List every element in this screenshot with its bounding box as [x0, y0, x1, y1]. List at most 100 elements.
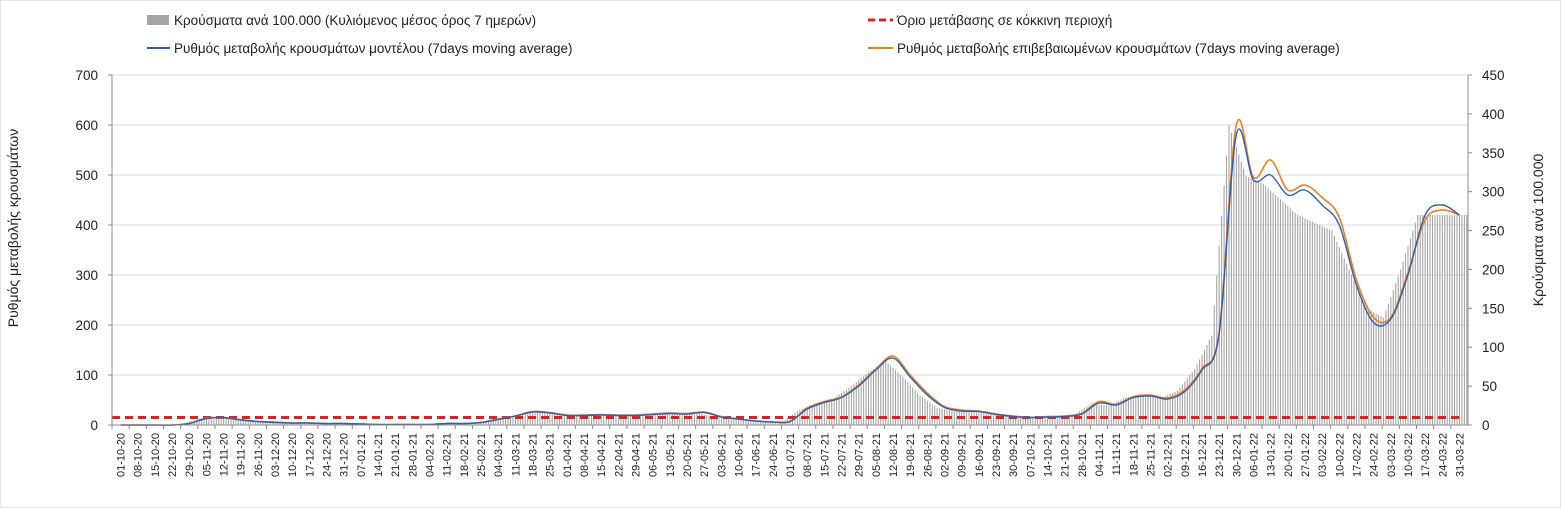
- bar-day-328: [917, 392, 919, 425]
- bar-day-72: [289, 422, 291, 425]
- bar-day-256: [740, 420, 742, 425]
- bar-day-243: [708, 415, 710, 425]
- bar-day-260: [750, 421, 752, 425]
- bar-day-188: [573, 415, 575, 425]
- bar-day-229: [674, 413, 676, 425]
- bar-day-39: [208, 417, 210, 425]
- bar-day-231: [679, 414, 681, 425]
- bar-day-381: [1046, 416, 1049, 425]
- bar-day-83: [316, 423, 318, 425]
- bar-day-224: [662, 413, 664, 425]
- x-tick-32: 13-05-21: [665, 433, 677, 477]
- bar-day-502: [1343, 258, 1345, 425]
- bar-day-47: [227, 418, 230, 425]
- bar-day-239: [698, 413, 700, 425]
- x-tick-18: 04-02-21: [425, 433, 437, 477]
- x-tick-40: 08-07-21: [802, 433, 814, 477]
- bar-day-53: [242, 420, 244, 425]
- bar-day-155: [492, 419, 494, 425]
- bar-day-327: [914, 390, 916, 425]
- bar-day-401: [1096, 404, 1098, 425]
- bar-day-242: [706, 415, 708, 425]
- bar-day-71: [286, 422, 288, 425]
- bar-series: [166, 125, 1468, 426]
- x-tick-27: 08-04-21: [579, 433, 591, 477]
- x-tick-10: 10-12-20: [287, 433, 299, 477]
- bar-day-195: [590, 415, 592, 425]
- bar-day-382: [1049, 416, 1051, 425]
- bar-day-511: [1365, 308, 1367, 425]
- bar-day-407: [1110, 404, 1112, 425]
- bar-day-418: [1137, 395, 1139, 425]
- bar-day-270: [774, 421, 776, 425]
- bar-day-289: [821, 401, 823, 425]
- bar-day-460: [1240, 161, 1242, 426]
- bar-day-311: [875, 367, 877, 425]
- bar-day-268: [769, 421, 771, 425]
- bar-day-405: [1105, 405, 1107, 425]
- bar-day-41: [213, 417, 215, 425]
- bar-day-359: [993, 414, 995, 425]
- x-tick-68: 20-01-22: [1283, 433, 1295, 477]
- bar-day-334: [931, 404, 933, 425]
- bar-day-356: [985, 413, 987, 425]
- bar-day-510: [1363, 302, 1365, 425]
- bar-day-211: [630, 415, 632, 425]
- bar-day-297: [841, 392, 843, 425]
- bar-day-210: [627, 415, 629, 425]
- bar-day-57: [252, 421, 254, 425]
- x-tick-6: 12-11-20: [219, 433, 231, 476]
- x-tick-57: 04-11-21: [1094, 433, 1106, 476]
- bar-day-308: [867, 372, 870, 425]
- x-tick-50: 16-09-21: [974, 433, 986, 477]
- bar-day-494: [1324, 227, 1326, 425]
- bar-day-361: [997, 415, 1000, 425]
- bar-day-34: [196, 419, 198, 425]
- bar-day-295: [836, 396, 838, 425]
- bar-day-36: [201, 418, 203, 425]
- bar-day-287: [816, 403, 818, 425]
- bar-day-250: [725, 418, 727, 425]
- bar-day-284: [809, 405, 811, 425]
- bar-day-84: [318, 423, 320, 425]
- bar-day-291: [826, 400, 828, 425]
- bar-day-465: [1252, 179, 1255, 425]
- bar-day-428: [1162, 397, 1164, 425]
- x-tick-labels: 01-10-20 08-10-20 15-10-20 22-10-20 29-10-20…: [111, 425, 1466, 477]
- bar-day-193: [585, 415, 588, 425]
- bar-day-439: [1189, 375, 1191, 425]
- bar-day-357: [988, 414, 990, 425]
- x-tick-1: 08-10-20: [133, 433, 145, 477]
- bar-day-490: [1314, 222, 1316, 425]
- bar-day-344: [956, 411, 958, 425]
- bar-day-324: [907, 382, 909, 425]
- bar-day-386: [1059, 416, 1061, 425]
- bar-day-197: [595, 415, 597, 425]
- bar-day-532: [1417, 215, 1419, 425]
- x-tick-54: 14-10-21: [1043, 433, 1055, 477]
- bar-day-190: [578, 415, 580, 425]
- y-left-tick-0: 0: [90, 418, 98, 433]
- bar-day-358: [990, 414, 992, 425]
- bar-day-497: [1331, 230, 1333, 425]
- bar-day-438: [1186, 378, 1188, 425]
- bar-day-207: [620, 415, 622, 425]
- bar-day-426: [1157, 398, 1159, 425]
- bar-day-257: [742, 420, 745, 425]
- x-tick-13: 31-12-20: [339, 433, 351, 477]
- bar-day-526: [1402, 261, 1404, 425]
- y-left-axis-title: Ρυθμός μεταβολής κρουσμάτων: [5, 129, 21, 327]
- bar-day-417: [1135, 396, 1137, 425]
- bar-day-403: [1100, 404, 1103, 425]
- x-tick-33: 20-05-21: [682, 433, 694, 477]
- x-tick-65: 30-12-21: [1231, 433, 1243, 477]
- x-tick-26: 01-04-21: [562, 433, 574, 477]
- x-tick-17: 28-01-21: [407, 433, 419, 477]
- x-tick-45: 12-08-21: [888, 433, 900, 477]
- bar-day-310: [872, 369, 874, 425]
- bar-day-456: [1230, 132, 1232, 425]
- x-tick-52: 30-09-21: [1008, 433, 1020, 477]
- bar-day-498: [1333, 236, 1335, 425]
- bar-day-258: [745, 420, 747, 425]
- bar-day-523: [1395, 283, 1397, 425]
